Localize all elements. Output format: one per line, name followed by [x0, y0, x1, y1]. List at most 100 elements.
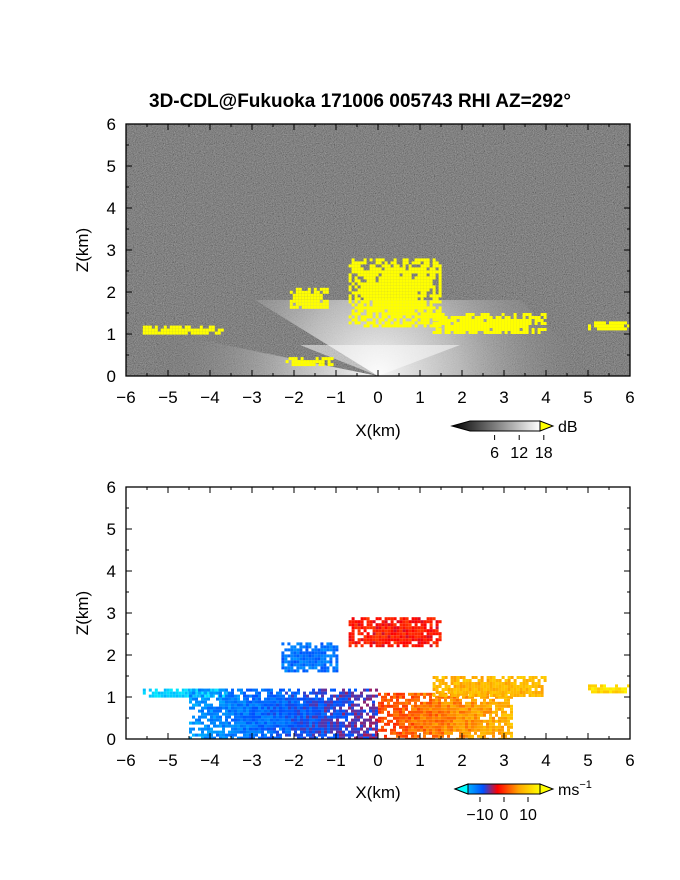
- reflectivity-echo-cell: [369, 297, 373, 301]
- velocity-echo-cell: [495, 701, 498, 705]
- velocity-echo-cell: [320, 669, 324, 673]
- velocity-echo-cell: [276, 697, 279, 701]
- velocity-echo-cell: [201, 709, 204, 713]
- velocity-echo-cell: [327, 721, 330, 725]
- velocity-echo-cell: [522, 682, 526, 685]
- velocity-echo-cell: [219, 718, 222, 722]
- reflectivity-echo-cell: [393, 264, 397, 268]
- velocity-echo-cell: [471, 685, 475, 688]
- reflectivity-echo-cell: [420, 315, 424, 319]
- velocity-echo-cell: [537, 679, 541, 682]
- reflectivity-echo-cell: [366, 285, 370, 289]
- velocity-echo-cell: [261, 730, 264, 734]
- velocity-echo-cell: [477, 682, 481, 685]
- velocity-echo-cell: [330, 721, 333, 725]
- reflectivity-echo-cell: [414, 276, 418, 280]
- reflectivity-echo-cell: [543, 322, 547, 325]
- velocity-echo-cell: [429, 722, 432, 726]
- velocity-echo-cell: [519, 688, 523, 691]
- velocity-echo-cell: [315, 694, 318, 698]
- reflectivity-colorbar-unit: dB: [558, 419, 578, 436]
- velocity-echo-cell: [438, 707, 441, 711]
- reflectivity-echo-cell: [420, 276, 424, 280]
- velocity-echo-cell: [501, 691, 505, 694]
- reflectivity-echo-cell: [408, 300, 412, 304]
- velocity-echo-cell: [261, 706, 264, 710]
- velocity-echo-cell: [225, 724, 228, 728]
- reflectivity-echo-cell: [357, 273, 361, 277]
- velocity-echo-cell: [423, 707, 426, 711]
- velocity-echo-cell: [444, 676, 448, 679]
- reflectivity-echo-cell: [369, 279, 373, 283]
- velocity-echo-cell: [489, 698, 492, 702]
- reflectivity-echo-cell: [372, 285, 376, 289]
- reflectivity-echo-cell: [360, 294, 364, 298]
- velocity-echo-cell: [420, 722, 423, 726]
- velocity-echo-cell: [468, 685, 472, 688]
- reflectivity-echo-cell: [423, 318, 427, 322]
- velocity-echo-cell: [228, 706, 231, 710]
- velocity-echo-cell: [507, 722, 510, 726]
- velocity-echo-cell: [504, 695, 507, 699]
- reflectivity-echo-cell: [420, 285, 424, 289]
- velocity-echo-cell: [213, 724, 216, 728]
- velocity-echo-cell: [378, 704, 381, 708]
- reflectivity-echo-cell: [172, 325, 176, 329]
- velocity-echo-cell: [354, 623, 358, 627]
- reflectivity-echo-cell: [354, 297, 358, 301]
- reflectivity-echo-cell: [357, 267, 361, 271]
- velocity-echo-cell: [462, 707, 465, 711]
- velocity-echo-cell: [459, 725, 462, 729]
- velocity-echo-cell: [154, 688, 158, 692]
- velocity-echo-cell: [438, 635, 442, 639]
- reflectivity-echo-cell: [372, 306, 376, 310]
- velocity-echo-cell: [369, 718, 372, 722]
- velocity-echo-cell: [213, 718, 216, 722]
- reflectivity-echo-cell: [307, 305, 311, 309]
- velocity-echo-cell: [369, 620, 373, 624]
- velocity-echo-cell: [321, 712, 324, 716]
- velocity-echo-cell: [387, 713, 390, 717]
- velocity-echo-cell: [172, 691, 176, 695]
- velocity-echo-cell: [471, 725, 474, 729]
- velocity-echo-cell: [243, 715, 246, 719]
- velocity-echo-cell: [603, 690, 606, 694]
- velocity-echo-cell: [492, 710, 495, 714]
- reflectivity-echo-cell: [372, 282, 376, 286]
- reflectivity-echo-cell: [390, 303, 394, 307]
- velocity-echo-cell: [366, 623, 370, 627]
- reflectivity-echo-cell: [468, 328, 472, 331]
- velocity-echo-cell: [237, 730, 240, 734]
- reflectivity-echo-cell: [399, 312, 403, 316]
- reflectivity-echo-cell: [468, 319, 472, 322]
- velocity-echo-cell: [327, 727, 330, 731]
- reflectivity-echo-cell: [516, 328, 520, 331]
- velocity-echo-cell: [308, 651, 312, 655]
- velocity-echo-cell: [339, 709, 342, 713]
- velocity-echo-cell: [435, 679, 439, 682]
- velocity-echo-cell: [293, 660, 297, 664]
- velocity-echo-cell: [462, 719, 465, 723]
- reflectivity-echo-cell: [405, 273, 409, 277]
- velocity-echo-cell: [408, 623, 412, 627]
- reflectivity-echo-cell: [432, 276, 436, 280]
- reflectivity-echo-cell: [486, 313, 490, 316]
- velocity-echo-cell: [335, 660, 339, 664]
- velocity-echo-cell: [402, 713, 405, 717]
- velocity-echo-cell: [315, 706, 318, 710]
- velocity-colorbar-under-arrow: [453, 783, 469, 795]
- velocity-echo-cell: [354, 718, 357, 722]
- velocity-echo-cell: [231, 730, 234, 734]
- velocity-echo-cell: [246, 700, 249, 704]
- velocity-echo-cell: [504, 698, 507, 702]
- reflectivity-echo-cell: [375, 282, 379, 286]
- velocity-echo-cell: [525, 691, 529, 694]
- velocity-echo-cell: [309, 736, 312, 739]
- reflectivity-echo-cell: [378, 306, 382, 310]
- velocity-echo-cell: [299, 660, 303, 664]
- velocity-echo-cell: [456, 698, 459, 702]
- velocity-echo-cell: [360, 706, 363, 710]
- velocity-echo-cell: [468, 679, 472, 682]
- velocity-echo-cell: [411, 629, 415, 633]
- reflectivity-echo-cell: [387, 282, 391, 286]
